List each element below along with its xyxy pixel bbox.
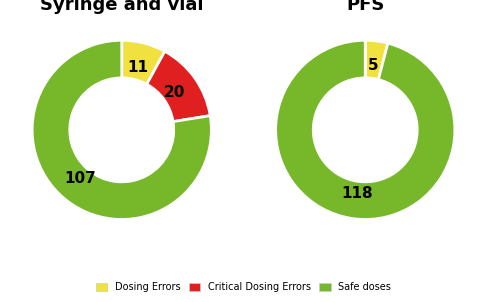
Wedge shape [32,40,211,220]
Text: 20: 20 [164,85,185,100]
Wedge shape [365,40,388,79]
Legend: Dosing Errors, Critical Dosing Errors, Safe doses: Dosing Errors, Critical Dosing Errors, S… [94,280,393,294]
Text: 11: 11 [127,60,148,75]
Title: Syringe and vial: Syringe and vial [40,0,204,14]
Text: 5: 5 [368,58,379,73]
Wedge shape [147,51,210,122]
Text: 107: 107 [64,172,96,186]
Wedge shape [122,40,165,84]
Title: PFS: PFS [346,0,384,14]
Wedge shape [276,40,455,220]
Text: 118: 118 [341,186,373,201]
